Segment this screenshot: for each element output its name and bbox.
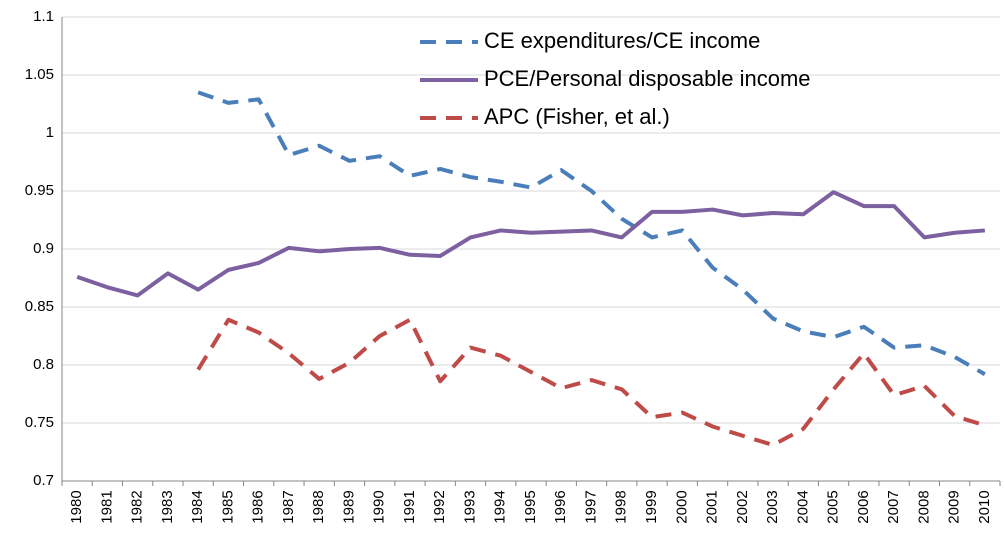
x-tick-label: 2005 [825,490,842,523]
x-tick-label: 1990 [371,490,388,523]
y-tick-label: 0.75 [25,414,54,431]
x-tick-label: 1980 [68,490,85,523]
x-tick-label: 1984 [189,490,206,523]
x-tick-label: 1994 [492,490,509,523]
legend-label: CE expenditures/CE income [484,28,760,53]
x-tick-label: 1983 [159,490,176,523]
x-tick-label: 1988 [310,490,327,523]
x-tick-label: 2007 [885,490,902,523]
x-tick-label: 1995 [522,490,539,523]
y-tick-label: 0.9 [33,240,54,257]
x-tick-label: 2002 [734,490,751,523]
x-tick-label: 1993 [461,490,478,523]
legend-label: PCE/Personal disposable income [484,66,811,91]
y-tick-label: 0.85 [25,298,54,315]
x-tick-label: 2008 [915,490,932,523]
series-line [197,90,986,377]
x-tick-label: 1981 [98,490,115,523]
y-tick-label: 0.7 [33,472,54,489]
x-tick-label: 1986 [250,490,267,523]
x-tick-label: 1985 [219,490,236,523]
series-line [76,190,986,298]
legend-label: APC (Fisher, et al.) [484,104,670,129]
x-tick-label: 1982 [129,490,146,523]
x-tick-label: 2006 [855,490,872,523]
x-tick-label: 1991 [401,490,418,523]
y-tick-label: 1.1 [33,8,54,25]
x-tick-label: 2009 [946,490,963,523]
x-tick-label: 2000 [673,490,690,523]
x-tick-label: 1987 [280,490,297,523]
x-tick-label: 2001 [704,490,721,523]
series-line [196,317,986,448]
x-tick-label: 1998 [613,490,630,523]
y-tick-label: 0.95 [25,182,54,199]
x-tick-label: 1989 [340,490,357,523]
x-tick-label: 1997 [582,490,599,523]
y-tick-label: 1 [46,124,54,141]
x-tick-label: 1992 [431,490,448,523]
x-tick-label: 2003 [764,490,781,523]
y-tick-label: 1.05 [25,66,54,83]
y-tick-label: 0.8 [33,356,54,373]
x-tick-label: 1999 [643,490,660,523]
x-tick-label: 1996 [552,490,569,523]
x-tick-label: 2010 [976,490,993,523]
x-tick-label: 2004 [794,490,811,523]
